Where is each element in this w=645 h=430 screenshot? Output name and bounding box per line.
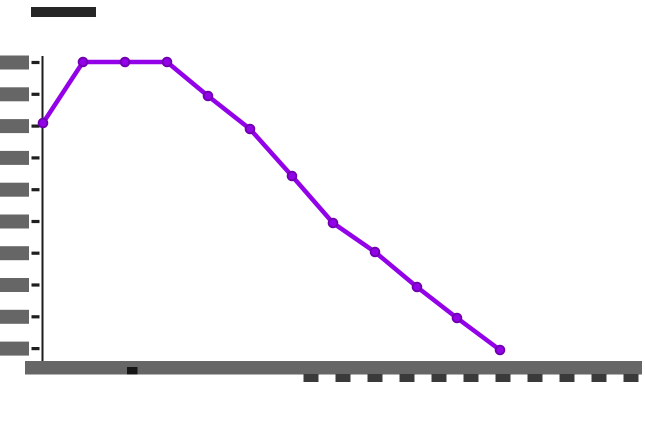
y-tick-mark-5 (31, 219, 40, 224)
data-point-marker-7 (327, 217, 339, 229)
y-tick-label-redaction-9 (0, 341, 29, 356)
y-tick-mark-9 (31, 347, 40, 351)
data-point-marker-1 (77, 56, 89, 68)
y-tick-mark-6 (31, 251, 40, 255)
data-point-marker-6 (286, 170, 298, 182)
data-point-marker-8 (369, 246, 381, 258)
x-tick-label-stub-3 (399, 374, 415, 382)
y-tick-label-redaction-3 (0, 150, 29, 165)
y-tick-mark-0 (31, 60, 40, 65)
x-tick-label-stub-6 (495, 374, 511, 382)
y-tick-mark-1 (31, 92, 40, 96)
y-tick-label-redaction-2 (0, 119, 29, 134)
data-line-series-1 (40, 59, 503, 353)
y-tick-mark-7 (31, 283, 40, 287)
y-axis-spine (41, 56, 44, 361)
y-tick-label-redaction-5 (0, 214, 29, 229)
y-tick-label-redaction-1 (0, 87, 29, 102)
x-tick-label-stub-5 (463, 374, 479, 382)
x-axis-notch (127, 367, 138, 375)
x-axis-bar (25, 361, 642, 375)
y-tick-label-redaction-7 (0, 278, 29, 292)
y-tick-label-redaction-8 (0, 309, 29, 324)
x-tick-label-stub-10 (623, 374, 639, 382)
chart-title-redaction-bar (31, 7, 96, 17)
x-tick-label-stub-8 (559, 374, 575, 382)
data-point-marker-5 (244, 123, 256, 135)
y-tick-mark-2 (31, 124, 40, 128)
data-point-marker-3 (161, 56, 173, 68)
data-point-marker-10 (451, 312, 463, 324)
x-tick-label-stub-9 (591, 374, 607, 382)
y-tick-mark-8 (31, 315, 40, 319)
x-tick-label-stub-1 (335, 374, 351, 382)
x-tick-label-stub-0 (303, 374, 319, 382)
x-tick-label-stub-4 (431, 374, 447, 382)
data-point-marker-11 (494, 344, 506, 356)
y-tick-label-redaction-0 (0, 55, 29, 70)
y-tick-mark-3 (31, 156, 40, 160)
y-tick-label-redaction-6 (0, 246, 29, 261)
x-tick-label-stub-7 (527, 374, 543, 382)
y-tick-mark-4 (31, 188, 40, 192)
x-tick-label-stub-2 (367, 374, 383, 382)
y-tick-label-redaction-4 (0, 182, 29, 197)
data-point-marker-0 (37, 117, 49, 129)
data-point-marker-9 (411, 281, 423, 293)
data-point-marker-4 (202, 90, 214, 102)
data-point-marker-2 (119, 56, 131, 68)
